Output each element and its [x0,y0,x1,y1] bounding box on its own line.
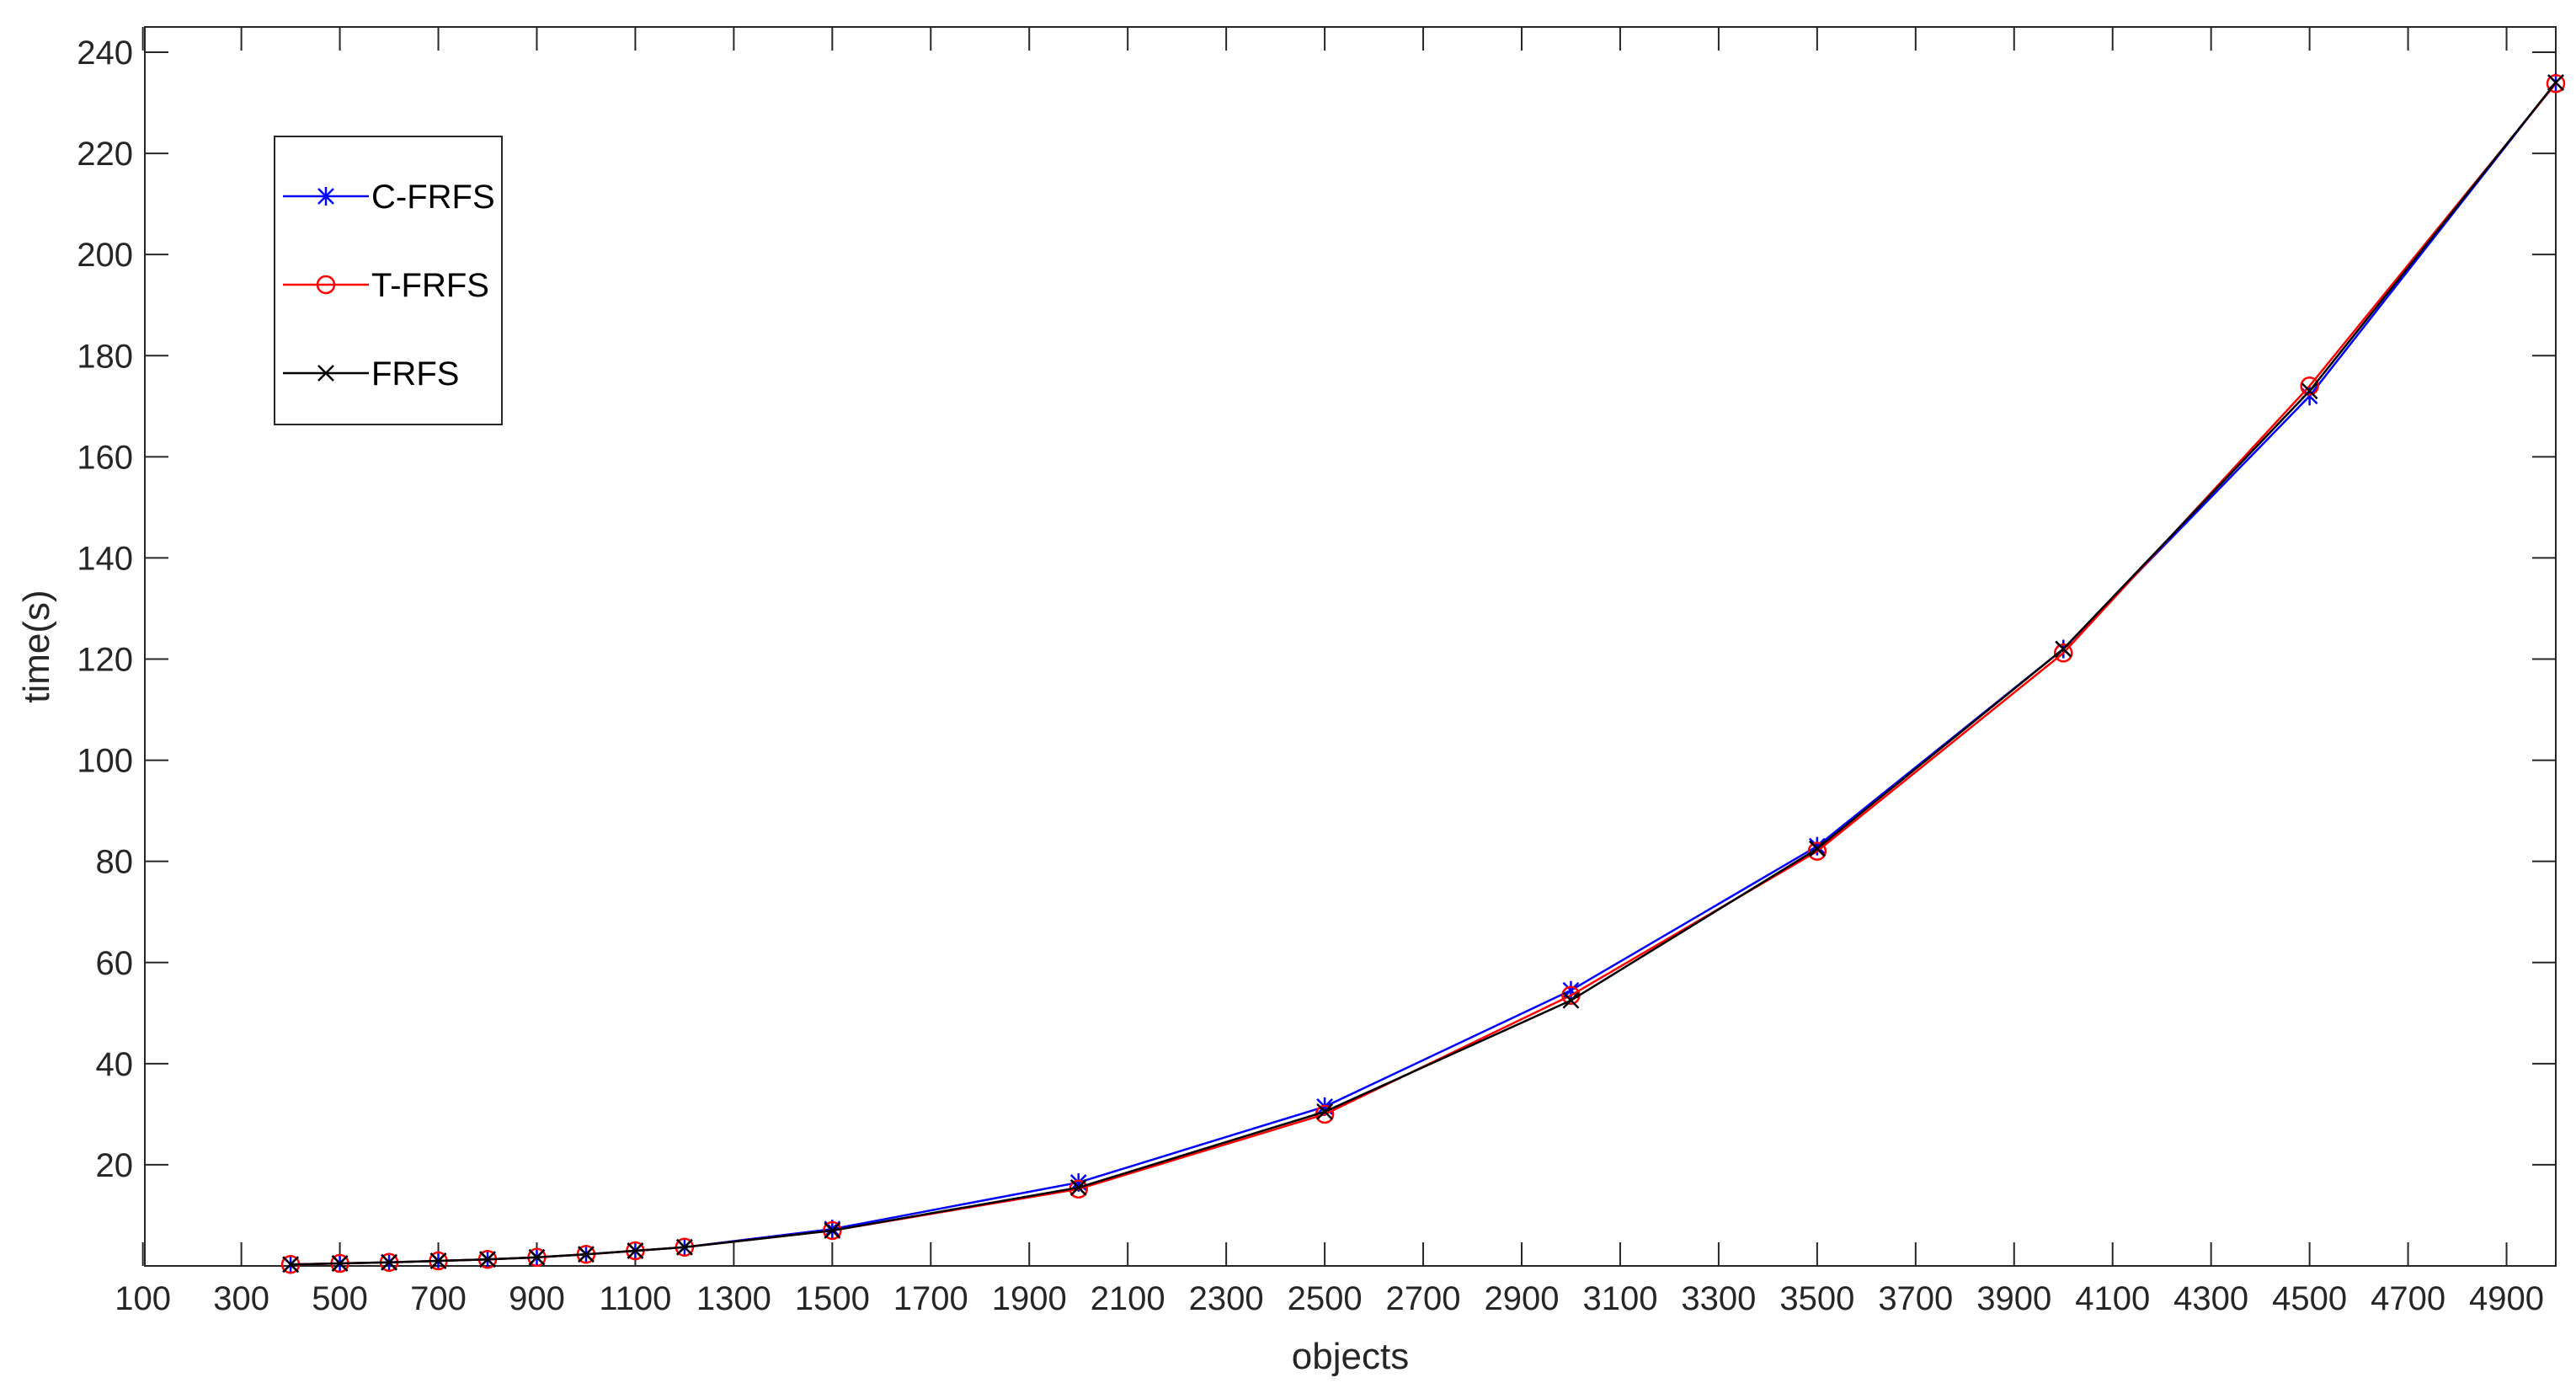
y-tick-label: 80 [96,844,134,881]
x-tick-label: 2500 [1288,1280,1363,1317]
legend-label: T-FRFS [371,267,489,304]
y-tick-label: 20 [96,1147,134,1184]
series-lines [280,73,2566,1274]
legend-item: T-FRFS [283,267,489,304]
x-tick-label: 100 [115,1280,171,1317]
x-tick-label: 4500 [2272,1280,2347,1317]
data-point [627,1242,644,1259]
data-point [331,1255,349,1272]
x-tick-label: 3100 [1582,1280,1657,1317]
y-tick-label: 200 [77,237,133,274]
x-tick-label: 4300 [2173,1280,2248,1317]
plot-frame [144,26,2557,1267]
data-point [676,1238,693,1256]
x-tick-label: 1300 [696,1280,771,1317]
legend-label: FRFS [371,355,459,392]
x-tick-label: 2700 [1386,1280,1461,1317]
x-tick-label: 2300 [1189,1280,1264,1317]
legend-marker [317,187,334,206]
y-tick-label: 160 [77,439,133,476]
x-tick-label: 500 [312,1280,368,1317]
x-axis-title: objects [1292,1336,1409,1377]
x-tick-label: 2900 [1485,1280,1560,1317]
x-tick-label: 1700 [893,1280,968,1317]
y-tick-label: 140 [77,540,133,577]
data-point [2301,382,2318,400]
y-tick-label: 240 [77,35,133,72]
y-axis: 20 40 60 80 100 120 140 160 180 200 220 240 [77,35,2556,1184]
data-point [528,1248,546,1266]
x-tick-label: 700 [410,1280,467,1317]
data-point [282,1256,299,1274]
x-tick-label: 4100 [2075,1280,2150,1317]
y-tick-label: 120 [77,642,133,679]
data-point [824,1222,841,1239]
x-tick-label: 1500 [795,1280,870,1317]
legend-item: C-FRFS [283,179,495,216]
x-tick-label: 900 [509,1280,565,1317]
x-tick-label: 1900 [992,1280,1067,1317]
legend-marker [316,275,336,295]
x-tick-label: 3300 [1681,1280,1756,1317]
x-tick-label: 2100 [1091,1280,1165,1317]
y-tick-label: 40 [96,1046,134,1083]
data-point [1316,1103,1333,1120]
x-axis: 100 300 500 700 900 1100 1300 1500 1700 1900 2100 2… [115,27,2544,1317]
data-point [1807,841,1827,861]
x-tick-label: 3900 [1976,1280,2051,1317]
data-point [2547,74,2564,91]
series-frfs [282,74,2564,1274]
legend-marker [317,365,334,382]
y-tick-label: 100 [77,743,133,780]
data-point [578,1246,595,1263]
x-tick-label: 300 [213,1280,269,1317]
x-tick-label: 3500 [1779,1280,1854,1317]
legend: C-FRFS T-FRFS FRFS [274,136,503,425]
data-point [2300,376,2319,396]
y-tick-label: 180 [77,338,133,375]
data-point [429,1252,447,1269]
data-point [381,1253,397,1271]
y-tick-label: 220 [77,136,133,173]
x-tick-label: 1100 [599,1280,671,1317]
plot-area [144,26,2557,1267]
data-point [1562,991,1580,1009]
x-tick-label: 4700 [2371,1280,2445,1317]
legend-box [274,136,503,425]
y-axis-title: time(s) [16,590,57,702]
data-point [2053,643,2073,663]
data-point [2546,73,2566,93]
x-tick-label: 4900 [2469,1280,2544,1317]
y-tick-label: 60 [96,945,134,982]
data-point [479,1251,496,1268]
legend-item: FRFS [283,355,459,392]
legend-label: C-FRFS [371,179,495,216]
x-tick-label: 3700 [1878,1280,1953,1317]
data-point [1808,840,1826,857]
data-point [1069,1179,1087,1196]
data-point [2055,640,2072,658]
